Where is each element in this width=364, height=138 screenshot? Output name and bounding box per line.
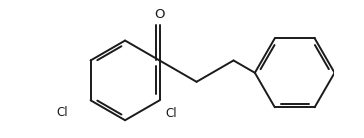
Text: Cl: Cl bbox=[165, 107, 177, 120]
Text: O: O bbox=[154, 8, 165, 21]
Text: Cl: Cl bbox=[56, 106, 68, 119]
